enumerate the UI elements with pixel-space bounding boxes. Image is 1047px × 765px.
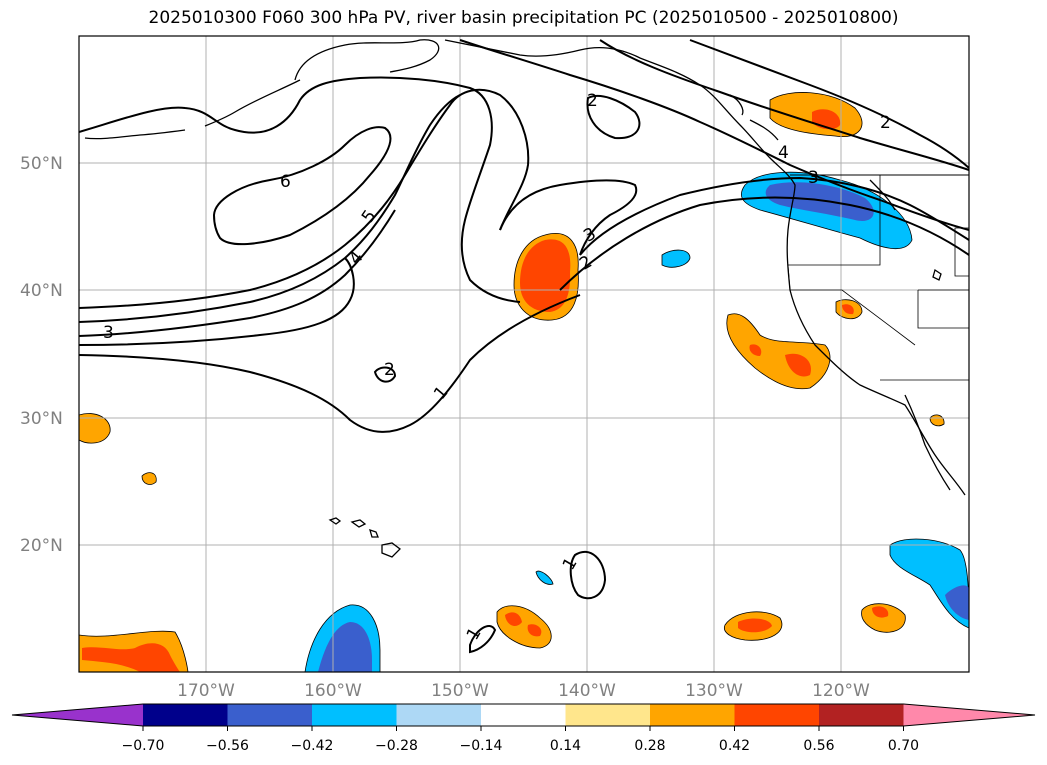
lat-label-30n: 30°N [20,409,63,429]
coastlines [84,39,969,558]
colorbar-segment [143,704,228,726]
lon-label-150w: 150°W [431,681,489,701]
gridlines [79,36,969,672]
colorbar: −0.70 −0.56 −0.42 −0.28 −0.14 0.14 0.28 0.42 0.5… [11,703,1036,754]
colorbar-tick-label: 0.70 [888,738,919,754]
colorbar-tick-label: 0.56 [803,738,834,754]
colorbar-segment [650,704,735,726]
colorbar-tick-label: −0.28 [375,738,418,754]
colorbar-tick-label: 0.14 [550,738,581,754]
colorbar-extend-low [12,704,143,726]
colorbar-segment [227,704,313,726]
colorbar-tick-label: 0.28 [634,738,665,754]
colorbar-tick-label: −0.56 [206,738,249,754]
colorbar-segment [481,704,566,726]
contour-label-2-bc: 2 [880,113,891,133]
colorbar-segment [819,704,904,726]
lon-label-170w: 170°W [177,681,235,701]
latitude-labels: 50°N 40°N 30°N 20°N [20,154,63,556]
pv-contours [79,39,969,654]
colorbar-tick-label: −0.14 [460,738,503,754]
contour-label-4-pnw: 4 [778,143,789,163]
lon-label-140w: 140°W [558,681,616,701]
plot-frame [78,35,970,673]
colorbar-tick-label: −0.42 [291,738,334,754]
contour-label-3-pnw: 3 [808,168,819,188]
colorbar-segment [312,704,397,726]
contour-label-6: 6 [280,172,291,192]
longitude-labels: 170°W 160°W 150°W 140°W 130°W 120°W [177,681,870,701]
colorbar-extend-high [903,704,1035,726]
contour-label-2-hawaii: 2 [384,360,395,380]
contour-label-3-west: 3 [103,323,114,343]
colorbar-tick-label: 0.42 [719,738,750,754]
precip-anomaly-fill [79,92,969,672]
contour-label-2-north: 2 [587,91,598,111]
lon-label-130w: 130°W [685,681,743,701]
colorbar-segment [396,704,482,726]
map-title: 2025010300 F060 300 hPa PV, river basin … [148,8,899,28]
colorbar-segment [734,704,820,726]
lat-label-40n: 40°N [20,281,63,301]
lat-label-20n: 20°N [20,536,63,556]
lon-label-160w: 160°W [304,681,362,701]
lat-label-50n: 50°N [20,154,63,174]
colorbar-segment [565,704,651,726]
lon-label-120w: 120°W [812,681,870,701]
colorbar-tick-label: −0.70 [122,738,165,754]
